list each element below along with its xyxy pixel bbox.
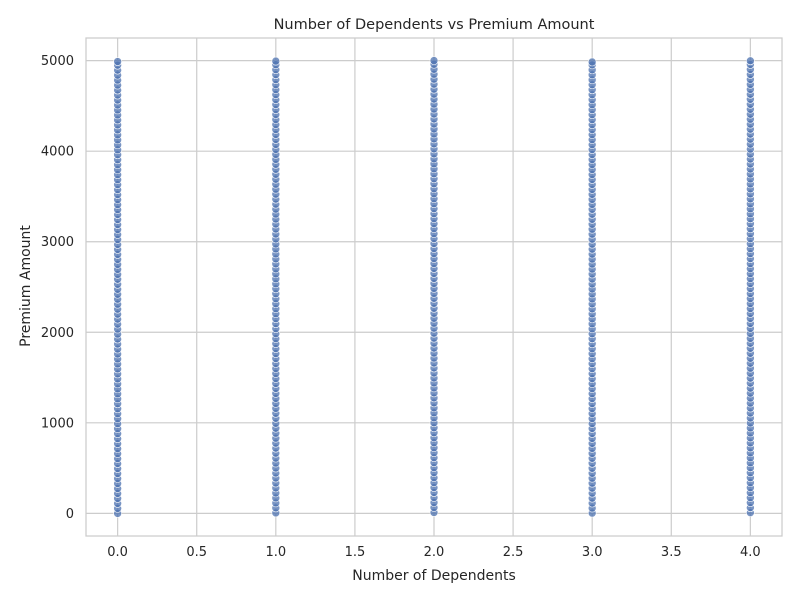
x-axis-ticks: 0.0 0.5 1.0 1.5 2.0 2.5 3.0 3.5 4.0 <box>107 545 760 560</box>
x-tick-label: 4.0 <box>740 545 761 560</box>
y-tick-label: 4000 <box>41 145 74 160</box>
y-axis-label: Premium Amount <box>18 225 34 347</box>
x-tick-label: 3.0 <box>582 545 603 560</box>
y-tick-label: 5000 <box>41 54 74 69</box>
x-tick-label: 3.5 <box>661 545 682 560</box>
plot-area-frame <box>85 37 783 537</box>
scatter-point <box>587 57 597 67</box>
y-axis-ticks: 0 1000 2000 3000 4000 5000 <box>41 54 74 522</box>
y-tick-label: 3000 <box>41 235 74 250</box>
scatter-point <box>113 57 122 66</box>
x-tick-label: 1.5 <box>345 545 366 560</box>
x-tick-label: 2.5 <box>503 545 524 560</box>
y-tick-label: 2000 <box>41 326 74 341</box>
x-axis-label: Number of Dependents <box>352 568 516 584</box>
scatter-point <box>746 56 755 66</box>
y-tick-label: 0 <box>66 507 74 522</box>
x-tick-label: 2.0 <box>424 545 445 560</box>
chart-title: Number of Dependents vs Premium Amount <box>274 17 595 33</box>
x-tick-label: 0.0 <box>107 545 128 560</box>
y-tick-label: 1000 <box>41 416 74 431</box>
x-tick-label: 0.5 <box>186 545 207 560</box>
x-tick-label: 1.0 <box>265 545 286 560</box>
data-points <box>113 56 755 518</box>
scatter-point <box>429 56 439 65</box>
scatter-point <box>271 56 281 66</box>
